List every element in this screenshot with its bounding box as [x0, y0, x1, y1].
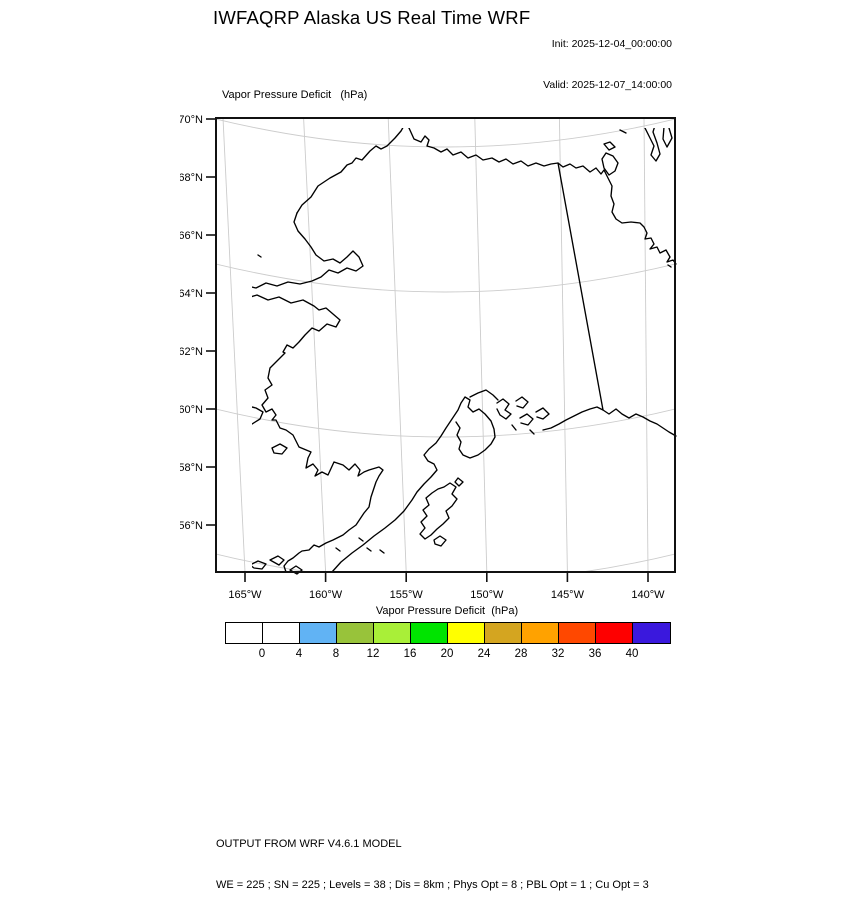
- alaska-map: 70°N68°N66°N64°N62°N60°N58°N56°N 165°W 16…: [180, 114, 677, 601]
- lon-tick-label: 140°W: [631, 589, 665, 601]
- graticule: [216, 118, 675, 572]
- map-field-label: Vapor Pressure Deficit (hPa): [222, 89, 368, 101]
- lat-tick-label: 60°N: [180, 404, 203, 416]
- footer-model-line: OUTPUT FROM WRF V4.6.1 MODEL: [216, 838, 402, 850]
- colorbar-cell: [411, 623, 448, 643]
- footer: OUTPUT FROM WRF V4.6.1 MODEL WE = 225 ; …: [216, 811, 649, 906]
- lon-tick-label: 150°W: [470, 589, 504, 601]
- colorbar-cell: [337, 623, 374, 643]
- bottom-islands: [252, 537, 385, 575]
- gulf-coast: [542, 406, 677, 437]
- kodiak-islands: [419, 477, 464, 547]
- wrf-plot-page: { "header": { "title": "IWFAQRP Alaska U…: [180, 7, 677, 891]
- lat-tick-label: 58°N: [180, 462, 203, 474]
- coastline: [216, 128, 677, 575]
- kenai-pws-connector: [469, 389, 499, 401]
- lat-axis: 70°N 68°N 66°N 64°N 62°N 60°N 58°N 56°N: [180, 114, 216, 532]
- colorbar-tick-label: 36: [588, 648, 602, 660]
- lat-tick-label: 66°N: [180, 230, 203, 242]
- lat-tick-label: 62°N: [180, 346, 203, 358]
- lon-axis: 165°W 160°W 155°W 150°W 145°W 140°W: [228, 572, 665, 601]
- north-coast: [296, 128, 677, 265]
- colorbar-tick-label: 4: [295, 648, 303, 660]
- init-time: Init: 2025-12-04_00:00:00: [551, 38, 672, 50]
- valid-time: Valid: 2025-12-07_14:00:00: [543, 78, 672, 91]
- colorbar-cell: [522, 623, 559, 643]
- lat-tick-label: 56°N: [180, 520, 203, 532]
- colorbar-cell: [596, 623, 633, 643]
- colorbar-tick-label: 28: [514, 648, 528, 660]
- lat-tick-label: 68°N: [180, 172, 203, 184]
- border-line-141w: [557, 162, 604, 411]
- colorbar-cell: [226, 623, 263, 643]
- run-times: Init: 2025-12-04_00:00:00 Valid: 2025-12…: [452, 11, 672, 106]
- colorbar-title: Vapor Pressure Deficit (hPa): [375, 605, 519, 617]
- colorbar-cell: [300, 623, 337, 643]
- lat-tick-label: 64°N: [180, 288, 203, 300]
- bering-islands: [252, 254, 288, 455]
- chukotka-coast: [216, 203, 228, 271]
- colorbar-tick-label: 12: [366, 648, 380, 660]
- colorbar-tick-label: 8: [332, 648, 340, 660]
- colorbar-cell: [485, 623, 522, 643]
- lon-tick-label: 155°W: [390, 589, 424, 601]
- colorbar-cell: [374, 623, 411, 643]
- colorbar-tick-labels: 0 4 8 12 16 20 24 28 32 36 40: [225, 648, 669, 662]
- colorbar-cell: [559, 623, 596, 643]
- lon-tick-label: 160°W: [309, 589, 343, 601]
- pws-islands: [496, 396, 550, 435]
- colorbar-cell: [633, 623, 670, 643]
- lon-tick-label: 145°W: [551, 589, 585, 601]
- colorbar-tick-label: 24: [477, 648, 491, 660]
- colorbar-tick-label: 0: [258, 648, 266, 660]
- colorbar-cell: [263, 623, 300, 643]
- lon-tick-label: 165°W: [228, 589, 262, 601]
- colorbar: [225, 622, 671, 644]
- colorbar-tick-label: 16: [403, 648, 417, 660]
- west-coast: [252, 212, 384, 573]
- plot-title: IWFAQRP Alaska US Real Time WRF: [213, 7, 531, 28]
- colorbar-tick-label: 40: [625, 648, 639, 660]
- mackenzie-delta: [601, 128, 673, 268]
- colorbar-tick-label: 32: [551, 648, 565, 660]
- lat-tick-label: 70°N: [180, 114, 203, 126]
- map-frame: [215, 117, 676, 573]
- footer-config-line: WE = 225 ; SN = 225 ; Levels = 38 ; Dis …: [216, 878, 649, 891]
- colorbar-cell: [448, 623, 485, 643]
- peninsula-south-shore: [331, 396, 496, 573]
- colorbar-tick-label: 20: [440, 648, 454, 660]
